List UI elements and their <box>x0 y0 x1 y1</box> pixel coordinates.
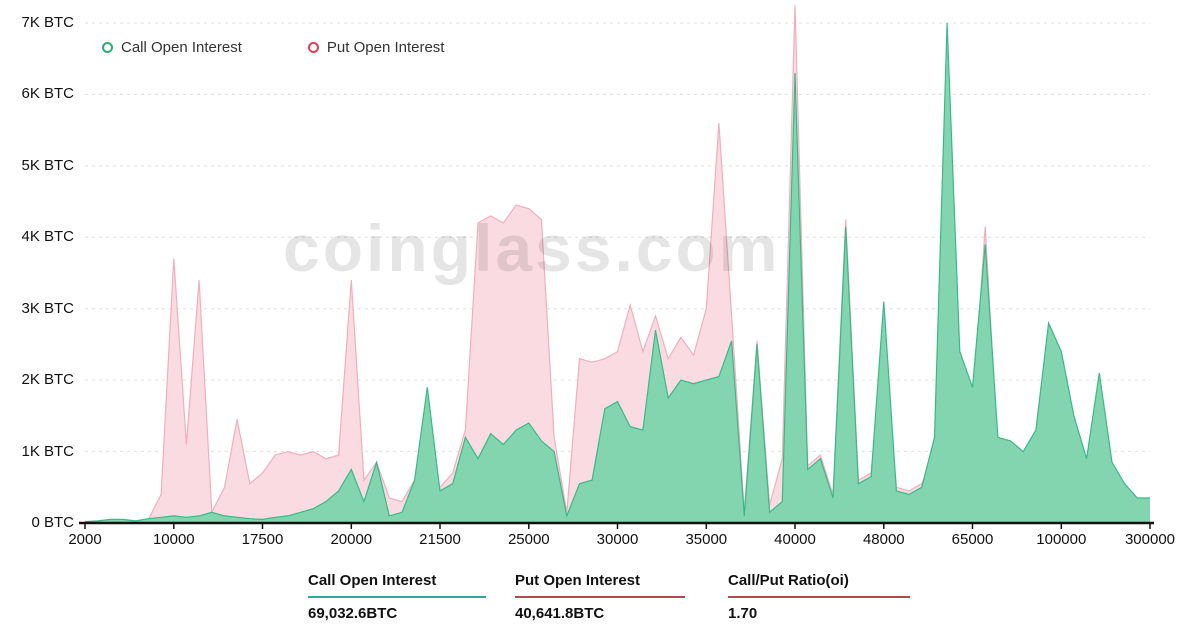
stat-value-ratio: 1.70 <box>728 605 758 622</box>
x-axis-label: 10000 <box>152 531 195 548</box>
x-axis-label: 25000 <box>507 531 550 548</box>
stat-value-call: 69,032.6BTC <box>308 605 398 622</box>
y-axis-label: 7K BTC <box>21 14 74 31</box>
y-axis-label: 6K BTC <box>21 85 74 103</box>
stat-label-put: Put Open Interest <box>515 572 685 598</box>
call-line <box>84 22 1150 523</box>
x-axis-label: 35000 <box>685 531 728 548</box>
x-axis-label: 40000 <box>774 531 816 548</box>
x-axis-label: 100000 <box>1036 531 1087 548</box>
legend-item-put-open-interest[interactable]: Put Open Interest <box>307 39 445 56</box>
x-axis-label: 30000 <box>596 531 639 548</box>
y-axis-label: 1K BTC <box>21 442 74 460</box>
legend-item-call-open-interest[interactable]: Call Open Interest <box>102 39 242 56</box>
legend: Call Open Interest Put Open Interest <box>102 39 444 56</box>
chart-plot-area[interactable] <box>0 0 1200 560</box>
legend-label-call: Call Open Interest <box>121 39 242 56</box>
stat-call-open-interest: Call Open Interest 69,032.6BTC <box>308 572 486 622</box>
x-axis-label: 21500 <box>419 531 461 548</box>
x-axis-label: 17500 <box>241 531 284 548</box>
x-axis-label: 20000 <box>330 531 373 548</box>
put-legend-dot-icon <box>307 42 319 53</box>
stat-label-ratio: Call/Put Ratio(oi) <box>728 572 910 598</box>
call-area <box>85 23 1150 523</box>
stat-call-put-ratio: Call/Put Ratio(oi) 1.70 <box>728 572 910 622</box>
x-axis-label: 2000 <box>68 531 102 548</box>
stat-value-put: 40,641.8BTC <box>515 605 605 622</box>
legend-label-put: Put Open Interest <box>326 39 445 56</box>
y-axis-label: 3K BTC <box>21 299 74 317</box>
x-axis-label: 65000 <box>951 531 994 548</box>
y-axis-label: 4K BTC <box>21 228 74 246</box>
call-legend-dot-icon <box>102 42 113 53</box>
y-axis-label: 0 BTC <box>31 514 74 531</box>
x-axis-label: 48000 <box>862 531 905 548</box>
stat-put-open-interest: Put Open Interest 40,641.8BTC <box>515 572 685 622</box>
y-axis-label: 5K BTC <box>21 156 74 174</box>
y-axis-label: 2K BTC <box>21 371 74 389</box>
stat-label-call: Call Open Interest <box>308 572 486 598</box>
x-axis-label: 300000 <box>1124 531 1176 548</box>
